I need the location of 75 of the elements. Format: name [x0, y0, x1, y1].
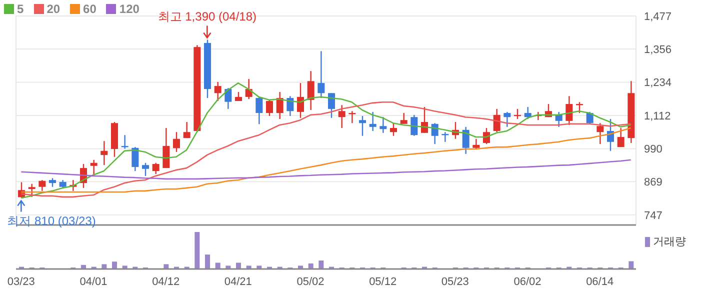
- bar: [215, 262, 220, 269]
- annotation: 최고 1,390 (04/18): [158, 10, 257, 24]
- candlestick: [90, 159, 98, 177]
- candlestick: [555, 111, 562, 128]
- legend-label: 60: [83, 2, 96, 16]
- bar: [308, 263, 314, 269]
- bar: [194, 232, 200, 269]
- candlestick: [390, 122, 397, 136]
- candlestick: [256, 96, 263, 125]
- legend-label: 120: [119, 2, 140, 16]
- candlestick: [152, 162, 160, 175]
- x-tick-label: 05/23: [441, 276, 469, 288]
- candlestick: [380, 116, 387, 134]
- x-tick-label: 03/23: [7, 276, 35, 288]
- candlestick: [266, 99, 273, 117]
- bar: [122, 266, 128, 269]
- candlestick: [596, 122, 604, 145]
- y-tick-label: 1,234: [644, 77, 672, 90]
- candlestick: [276, 91, 284, 120]
- candlestick: [493, 108, 500, 133]
- candlestick: [369, 111, 376, 132]
- bar: [298, 266, 303, 269]
- candlestick: [162, 127, 170, 169]
- y-tick-label: 990: [644, 144, 662, 156]
- bar: [102, 264, 107, 269]
- candlestick: [472, 138, 480, 150]
- y-tick-label: 747: [644, 210, 662, 222]
- x-tick-label: 04/21: [224, 276, 252, 288]
- candlestick: [504, 111, 511, 128]
- y-tick-label: 1,477: [644, 10, 672, 23]
- legend-label: 5: [17, 2, 24, 16]
- bar: [246, 266, 252, 269]
- candlestick: [173, 131, 180, 153]
- x-tick-label: 06/14: [586, 276, 614, 288]
- candlestick: [617, 127, 624, 148]
- candlestick: [38, 179, 46, 192]
- candlestick: [224, 87, 232, 110]
- candlestick: [566, 96, 573, 126]
- x-tick-label: 06/02: [514, 276, 542, 288]
- candlestick: [410, 114, 418, 136]
- candlestick: [359, 115, 366, 136]
- candlestick: [100, 140, 108, 166]
- bar: [318, 260, 324, 269]
- candlestick: [483, 127, 490, 145]
- legend-label: 20: [46, 2, 60, 16]
- candlestick: [142, 162, 149, 177]
- x-tick-label: 04/01: [80, 276, 108, 288]
- candlestick: [400, 112, 408, 125]
- x-tick-label: 05/02: [296, 276, 324, 288]
- bar: [205, 254, 210, 269]
- x-tick-label: 04/12: [152, 276, 180, 288]
- candlestick: [307, 70, 314, 111]
- candlestick: [318, 50, 325, 99]
- candlestick: [586, 111, 594, 125]
- candlestick: [28, 183, 36, 198]
- candlestick: [328, 92, 335, 119]
- candlestick: [183, 121, 190, 139]
- bar: [164, 264, 169, 269]
- candlestick: [338, 104, 346, 129]
- x-tick-label: 05/12: [369, 276, 397, 288]
- candlestick: [524, 106, 532, 120]
- y-tick-label: 869: [644, 176, 662, 189]
- legend-label: 거래량: [653, 235, 686, 249]
- candlestick: [214, 81, 222, 102]
- y-tick-label: 1,112: [644, 110, 671, 122]
- bar: [628, 261, 634, 269]
- candlestick: [297, 82, 304, 119]
- y-tick-label: 1,356: [644, 44, 672, 56]
- candlestick: [462, 126, 470, 154]
- annotation: 최저 810 (03/23): [7, 214, 96, 228]
- candlestick: [132, 146, 139, 172]
- bar: [256, 266, 262, 269]
- bar: [226, 266, 231, 269]
- bar: [236, 262, 241, 269]
- bar: [112, 262, 117, 269]
